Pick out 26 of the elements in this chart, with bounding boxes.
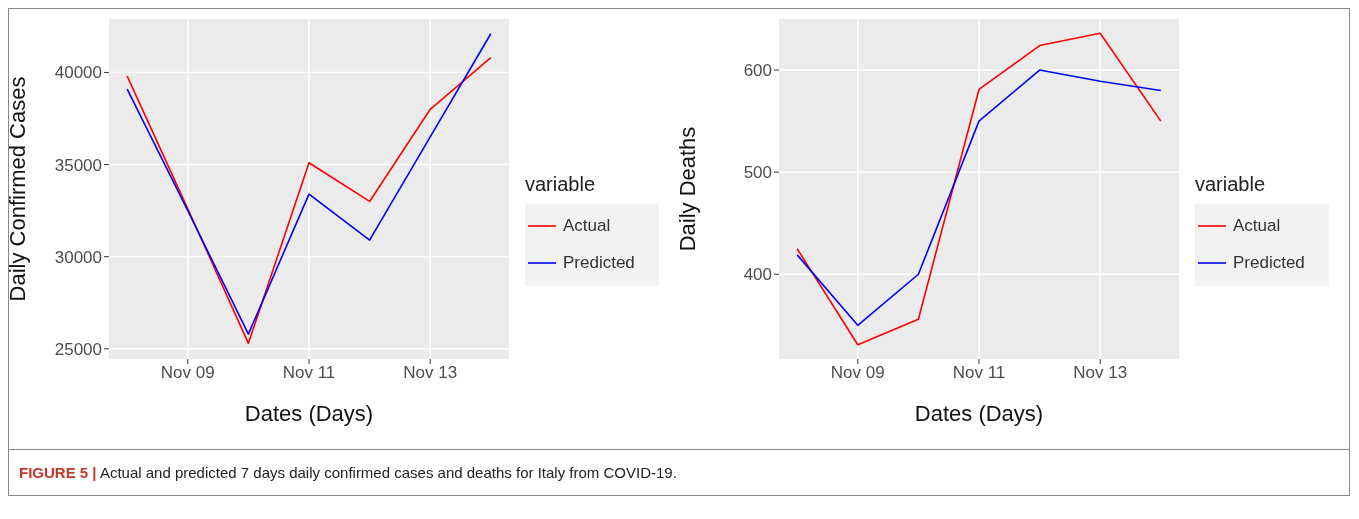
y-tick-label: 35000 [54,155,102,175]
caption: FIGURE 5 | Actual and predicted 7 days daily confirmed cases and deaths for Italy from COVID-19. [9,450,1349,495]
legend-label: Actual [1232,216,1282,236]
y-tick-label: 400 [743,265,772,285]
y-axis-title: Daily Confirmed Cases [4,76,30,302]
line-series [796,69,1162,327]
y-tick-label: 500 [743,163,772,183]
x-tick-label: Nov 11 [282,363,336,383]
legend-label: Predicted [562,253,636,273]
legend-title: variable [1195,172,1267,196]
y-tick-label: 600 [743,61,772,81]
x-tick-label: Nov 13 [403,363,458,383]
x-axis-title: Dates (Days) [914,401,1044,426]
y-tick-label: 30000 [54,247,102,267]
x-tick-label: Nov 11 [952,363,1006,383]
legend-label: Actual [562,216,612,236]
y-tick-label: 25000 [54,339,102,359]
y-tick-label: 40000 [54,63,102,83]
y-axis-title: Daily Deaths [674,126,700,252]
line-series [796,32,1162,346]
x-tick-label: Nov 09 [160,363,215,383]
legend-label: Predicted [1232,253,1306,273]
x-axis-title: Dates (Days) [244,401,374,426]
legend-title: variable [525,172,597,196]
x-tick-label: Nov 13 [1073,363,1128,383]
x-tick-label: Nov 09 [830,363,885,383]
